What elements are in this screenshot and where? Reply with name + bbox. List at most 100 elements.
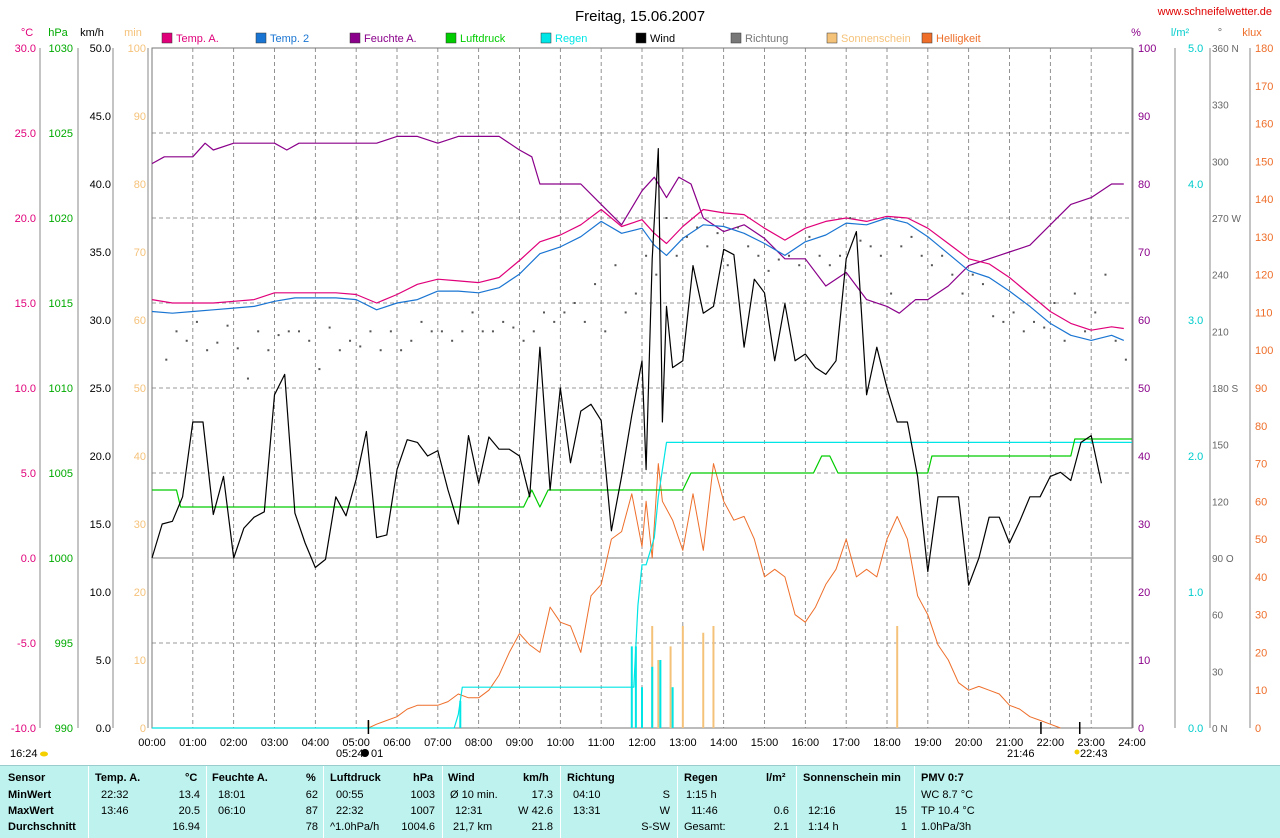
legend-swatch [161,32,173,44]
legend-label: Sonnenschein [841,33,911,45]
temp-2-line [151,217,1125,341]
richtung-point [410,339,413,342]
richtung-point [1073,292,1076,295]
tick-pressure: 1005 [49,468,73,480]
tick-direction: 330 [1212,101,1229,112]
richtung-point [614,264,617,267]
tick-sunmin: 10 [134,655,146,667]
richtung-point [1094,311,1097,314]
moonrise-label: 22:43 [1080,748,1108,760]
tick-wind: 0.0 [96,723,111,735]
richtung-point [185,339,188,342]
tick-wind: 25.0 [90,383,111,395]
tick-rain: 4.0 [1188,179,1203,191]
stats-luft-value: 1007 [410,805,435,817]
legend-swatch [921,32,933,44]
tick-pressure: 1015 [49,298,73,310]
x-tick-label: 21:00 [996,737,1024,749]
stats-wind-value: W 42.6 [518,805,553,817]
stats-richtung-value: S [662,789,670,801]
richtung-point [257,330,260,333]
richtung-point [655,273,658,276]
weather-chart: Freitag, 15.06.2007 www.schneifelwetter.… [10,6,1273,760]
stats-wind-value: 17.3 [531,789,553,801]
stats-header-sensor: Sensor [8,772,46,784]
tick-temp: 30.0 [15,43,36,55]
richtung-point [777,258,780,261]
tick-lux: 70 [1255,459,1267,471]
stats-temp-value: 13.4 [178,789,200,801]
axis-unit-sunmin: min [124,27,142,39]
richtung-point [747,245,750,248]
x-tick-label: 09:00 [506,737,534,749]
legend-swatch [540,32,552,44]
tick-wind: 10.0 [90,587,111,599]
richtung-point [849,217,852,219]
stats-temp-time: 13:46 [101,805,129,817]
tick-sunmin: 0 [140,723,146,735]
legend-swatch [730,32,742,44]
tick-pressure: 990 [55,723,73,735]
stats-richtung-time: 13:31 [573,805,601,817]
axis-unit-labels: °C hPa km/h min% l/m² ° klux [21,27,1262,39]
x-tick-label: 10:00 [547,737,575,749]
stats-header-richtung: Richtung [567,772,615,784]
richtung-point [502,320,505,323]
stats-header-wind-unit: km/h [523,772,549,784]
tick-lux: 130 [1255,232,1273,244]
stats-regen-time: 11:46 [691,805,718,817]
annotation-left-time: 16:24 [10,748,38,760]
stats-row-label: MaxWert [8,805,54,817]
tick-sunmin: 40 [134,451,146,463]
richtung-point [369,330,372,333]
richtung-point [1084,330,1087,333]
x-tick-label: 02:00 [220,737,248,749]
legend-swatch [635,32,647,44]
tick-lux: 30 [1255,610,1267,622]
stats-regen-value: 0.6 [773,805,789,817]
richtung-point [879,254,882,257]
stats-header-wind: Wind [448,772,475,784]
richtung-point [522,339,525,342]
stats-header-luftdruck: Luftdruck [330,772,381,784]
richtung-point [624,311,627,314]
stats-header-luftdruck-unit: hPa [413,772,434,784]
richtung-point [604,330,607,333]
richtung-point [920,254,923,257]
tick-lux: 100 [1255,345,1273,357]
richtung-point [798,264,801,267]
statistics-panel: Sensor Temp. A. °C Feuchte A. % Luftdruc… [0,765,1280,838]
tick-rain: 3.0 [1188,315,1203,327]
richtung-point [379,349,382,352]
axis-unit-direction: ° [1218,27,1222,39]
tick-humidity: 40 [1138,451,1150,463]
stats-regen-value: 2.1 [773,821,789,833]
tick-wind: 5.0 [96,655,111,667]
richtung-point [512,326,515,329]
tick-pressure: 995 [55,638,73,650]
richtung-point [869,245,872,248]
x-tick-label: 15:00 [751,737,779,749]
tick-direction: 270 W [1212,214,1241,225]
x-tick-label: 04:00 [302,737,330,749]
chart-annotations: 16:24 05:24 01 21:46 22:43 [10,720,1108,760]
richtung-point [971,273,974,276]
stats-luft-value: 1003 [410,789,435,801]
richtung-point [930,264,933,267]
tick-sunmin: 100 [128,43,146,55]
tick-temp: 20.0 [15,213,36,225]
tick-lux: 150 [1255,156,1273,168]
stats-feuchte-value: 78 [305,821,318,833]
richtung-point [594,283,597,286]
feuchte-line [151,135,1124,314]
richtung-point [941,254,944,257]
plot-grid [39,47,1251,729]
tick-lux: 10 [1255,685,1267,697]
x-tick-label: 13:00 [669,737,697,749]
tick-sunmin: 90 [134,111,146,123]
tick-temp: 15.0 [15,298,36,310]
tick-humidity: 60 [1138,315,1150,327]
stats-regen-time: 1:15 h [686,789,717,801]
tick-rain: 0.0 [1188,723,1203,735]
tick-rain: 2.0 [1188,451,1203,463]
